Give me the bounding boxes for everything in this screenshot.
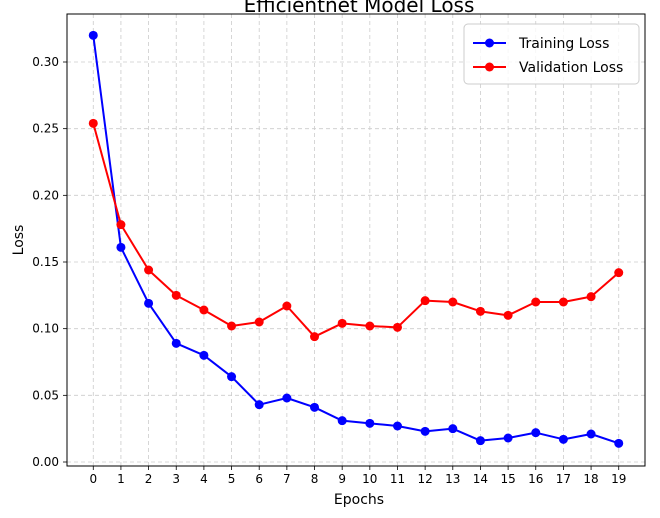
validation-loss-point [503,310,513,320]
y-tick-label: 0.30 [32,55,59,69]
training-loss-point [392,421,402,431]
series-training-loss [88,30,624,448]
x-tick-label: 19 [611,472,626,486]
validation-loss-point [531,297,541,307]
validation-loss-point [337,318,347,328]
validation-loss-point [586,292,596,302]
x-tick-label: 17 [556,472,571,486]
x-tick-label: 6 [255,472,263,486]
training-loss-point [171,338,181,348]
training-loss-point [420,426,430,436]
validation-loss-point [475,306,485,316]
x-tick-label: 2 [145,472,153,486]
x-tick-label: 7 [283,472,291,486]
series-validation-loss [88,118,624,342]
validation-loss-point [448,297,458,307]
validation-loss-point [310,332,320,342]
training-loss-point [254,400,264,410]
validation-loss-line [92,123,620,338]
training-loss-point [310,402,320,412]
validation-loss-point [365,321,375,331]
y-axis-label: Loss [11,225,27,256]
y-tick-label: 0.20 [32,188,59,202]
y-tick-label: 0.00 [32,455,59,469]
x-tick-label: 9 [338,472,346,486]
training-loss-point [448,424,458,434]
validation-loss-point [282,301,292,311]
x-tick-label: 14 [473,472,488,486]
training-loss-point [199,350,209,360]
validation-loss-point [171,290,181,300]
training-loss-point [503,433,513,443]
legend-marker-training [485,38,494,48]
grid [67,14,645,466]
y-tick-label: 0.25 [32,122,59,136]
training-loss-point [337,416,347,426]
training-loss-point [365,418,375,428]
training-loss-point [558,434,568,444]
training-loss-point [531,428,541,438]
validation-loss-point [392,322,402,332]
legend-box [463,23,640,85]
validation-loss-point [227,321,237,331]
training-loss-line [92,35,620,445]
legend-label-validation: Validation Loss [519,60,623,76]
training-loss-point [475,436,485,446]
training-loss-point [116,242,126,252]
validation-loss-point [144,265,154,275]
validation-loss-point [558,297,568,307]
chart-title: Efficientnet Model Loss [244,0,475,17]
y-tick-label: 0.05 [32,388,59,402]
x-tick-label: 8 [311,472,319,486]
x-tick-label: 5 [228,472,236,486]
axis-ticks: 0 1 2 3 4 5 6 7 8 9 10 11 12 13 14 15 16 17 18 190.000.050.… [32,55,626,486]
x-tick-label: 13 [445,472,460,486]
x-tick-label: 3 [172,472,180,486]
x-tick-label: 16 [528,472,543,486]
x-tick-label: 0 [89,472,97,486]
legend-label-training: Training Loss [518,36,609,52]
x-tick-label: 18 [583,472,598,486]
validation-loss-point [420,296,430,306]
x-tick-label: 15 [500,472,515,486]
training-loss-point [227,372,237,382]
series-layer [88,30,624,448]
validation-loss-point [88,118,98,128]
validation-loss-point [254,317,264,327]
validation-loss-point [614,268,624,278]
x-tick-label: 10 [362,472,377,486]
validation-loss-point [116,220,126,230]
training-loss-point [88,30,98,40]
x-tick-label: 11 [390,472,405,486]
x-tick-label: 4 [200,472,208,486]
training-loss-point [144,298,154,308]
x-tick-label: 12 [417,472,432,486]
y-tick-label: 0.10 [32,322,59,336]
x-tick-label: 1 [117,472,125,486]
x-axis-label: Epochs [334,492,384,508]
y-tick-label: 0.15 [32,255,59,269]
training-loss-point [586,429,596,439]
training-loss-point [282,393,292,403]
legend: Training Loss Validation Loss [463,23,640,85]
validation-loss-point [199,305,209,315]
legend-marker-validation [485,62,494,72]
training-loss-point [614,438,624,448]
plot-frame [66,13,646,467]
